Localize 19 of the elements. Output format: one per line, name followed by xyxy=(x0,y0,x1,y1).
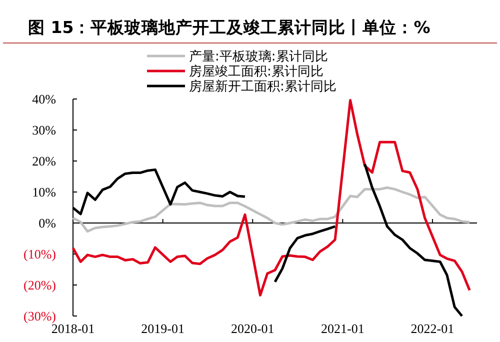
y-tick-label: (10%) xyxy=(24,246,56,262)
y-tick-label: (20%) xyxy=(24,278,56,293)
x-tick-label: 2019-01 xyxy=(141,321,184,336)
y-tick-label: 30% xyxy=(32,122,56,138)
legend-label: 房屋竣工面积:累计同比 xyxy=(189,64,324,80)
line-series xyxy=(72,98,471,296)
x-tick-label: 2020-01 xyxy=(230,321,274,336)
y-tick-label: (30%) xyxy=(24,308,56,324)
x-tick-label: 2018-01 xyxy=(51,321,95,336)
y-tick-label: 20% xyxy=(32,154,56,169)
x-tick-label: 2022-01 xyxy=(410,321,454,336)
y-tick-label: 10% xyxy=(32,184,56,200)
y-tick-label: 0% xyxy=(38,216,56,231)
y-tick-label: 40% xyxy=(32,92,56,107)
chart-title: 图 15：平板玻璃地产开工及竣工累计同比丨单位：% xyxy=(28,18,431,37)
line-series xyxy=(72,186,471,233)
legend-label: 产量:平板玻璃:累计同比 xyxy=(189,50,328,65)
legend-label: 房屋新开工面积:累计同比 xyxy=(189,78,336,95)
x-tick-label: 2021-01 xyxy=(320,321,364,336)
